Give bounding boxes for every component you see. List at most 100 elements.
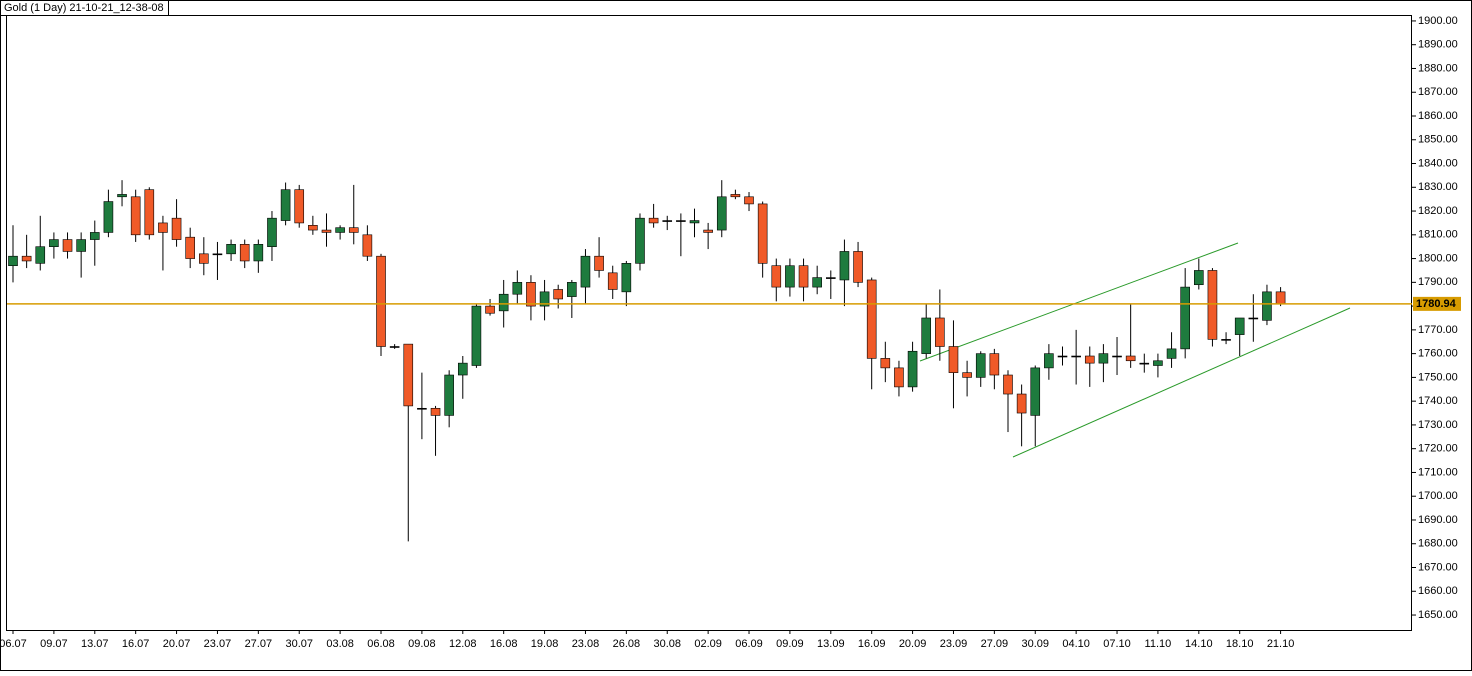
candle-body: [1016, 393, 1027, 414]
y-tick-label: 1870.00: [1418, 86, 1458, 98]
candle-body: [62, 239, 73, 252]
candle-body: [825, 277, 836, 279]
x-tick-label: 09.09: [776, 638, 804, 650]
candle-body: [730, 194, 741, 198]
x-tick-label: 13.07: [81, 638, 109, 650]
candle-body: [294, 189, 305, 224]
candle-body: [716, 196, 727, 231]
candle-body: [103, 201, 114, 233]
candle-body: [35, 246, 46, 264]
y-tick-label: 1720.00: [1418, 443, 1458, 455]
candle-body: [1112, 355, 1122, 358]
x-tick-label: 30.09: [1021, 638, 1049, 650]
candle-body: [594, 255, 604, 271]
candle-body: [308, 225, 318, 231]
candle-body: [1207, 270, 1218, 340]
x-tick-label: 30.08: [653, 638, 681, 650]
current-price-label: 1780.94: [1416, 298, 1457, 310]
candle-body: [158, 222, 168, 233]
candle-body: [335, 227, 345, 233]
candle-body: [648, 217, 659, 224]
x-tick-label: 04.10: [1062, 638, 1090, 650]
candle-body: [526, 282, 536, 307]
candle-body: [607, 272, 618, 290]
candle-body: [457, 362, 468, 376]
candle-body: [853, 251, 863, 283]
candle-body: [498, 293, 509, 312]
candle-body: [907, 350, 918, 388]
candle-body: [662, 220, 673, 222]
candle-body: [839, 251, 850, 281]
candle-body: [785, 265, 795, 288]
candle-body: [621, 263, 632, 293]
candle-body: [567, 282, 577, 297]
candle-body: [348, 227, 359, 233]
candle-body: [89, 232, 100, 240]
candle-body: [948, 346, 959, 373]
y-tick-label: 1680.00: [1418, 538, 1458, 550]
candle-body: [199, 253, 209, 264]
y-tick-label: 1830.00: [1418, 181, 1458, 193]
x-tick-label: 12.08: [449, 638, 477, 650]
y-tick-label: 1840.00: [1418, 157, 1458, 169]
candle-body: [1003, 374, 1013, 395]
x-tick-label: 19.08: [531, 638, 559, 650]
x-tick-label: 16.09: [858, 638, 886, 650]
candle-body: [130, 196, 141, 236]
x-tick-label: 18.10: [1226, 638, 1254, 650]
candle-body: [975, 353, 986, 378]
y-tick-label: 1810.00: [1418, 229, 1458, 241]
x-tick-label: 11.10: [1145, 638, 1172, 650]
candle-body: [1248, 317, 1259, 320]
x-tick-label: 02.09: [694, 638, 722, 650]
candle-body: [1030, 367, 1041, 416]
candle-body: [76, 239, 86, 252]
y-tick-label: 1740.00: [1418, 395, 1458, 407]
candle-body: [539, 291, 550, 307]
candle-body: [376, 255, 386, 347]
y-tick-label: 1850.00: [1418, 134, 1458, 146]
candle-body: [1166, 348, 1177, 359]
candle-body: [553, 289, 564, 300]
x-tick-label: 06.07: [0, 638, 27, 650]
x-tick-label: 26.08: [613, 638, 641, 650]
candle-body: [226, 244, 236, 255]
x-tick-label: 09.07: [40, 638, 68, 650]
candle-body: [1153, 360, 1163, 366]
candle-body: [935, 317, 945, 347]
candle-body: [1275, 291, 1286, 305]
x-tick-label: 14.10: [1185, 638, 1213, 650]
x-tick-label: 13.09: [817, 638, 845, 650]
candle-body: [1125, 355, 1136, 362]
current-price-box: [1413, 296, 1461, 311]
x-tick-label: 16.07: [122, 638, 150, 650]
y-tick-label: 1730.00: [1418, 419, 1458, 431]
x-tick-label: 23.08: [572, 638, 600, 650]
y-tick-label: 1670.00: [1418, 561, 1458, 573]
candle-body: [1262, 291, 1272, 321]
candle-body: [444, 374, 454, 416]
candle-body: [1098, 353, 1109, 364]
chart-title: Gold (1 Day) 21-10-21_12-38-08: [4, 2, 164, 14]
candle-body: [117, 194, 127, 198]
candle-body: [171, 217, 182, 240]
candle-body: [49, 239, 59, 247]
candle-body: [280, 189, 291, 221]
candle-body: [389, 346, 400, 348]
candle-body: [1044, 353, 1054, 369]
candle-body: [512, 282, 523, 295]
candle-body: [1194, 270, 1204, 286]
candle-body: [8, 255, 18, 267]
candle-body: [1071, 355, 1081, 358]
y-tick-label: 1880.00: [1418, 62, 1458, 74]
candle-body: [1180, 286, 1190, 350]
y-tick-label: 1890.00: [1418, 39, 1458, 51]
candle-body: [989, 353, 1000, 376]
y-tick-label: 1690.00: [1418, 514, 1458, 526]
candle-body: [267, 217, 277, 247]
candle-body: [676, 220, 686, 222]
y-tick-label: 1860.00: [1418, 110, 1458, 122]
candle-body: [866, 279, 877, 359]
